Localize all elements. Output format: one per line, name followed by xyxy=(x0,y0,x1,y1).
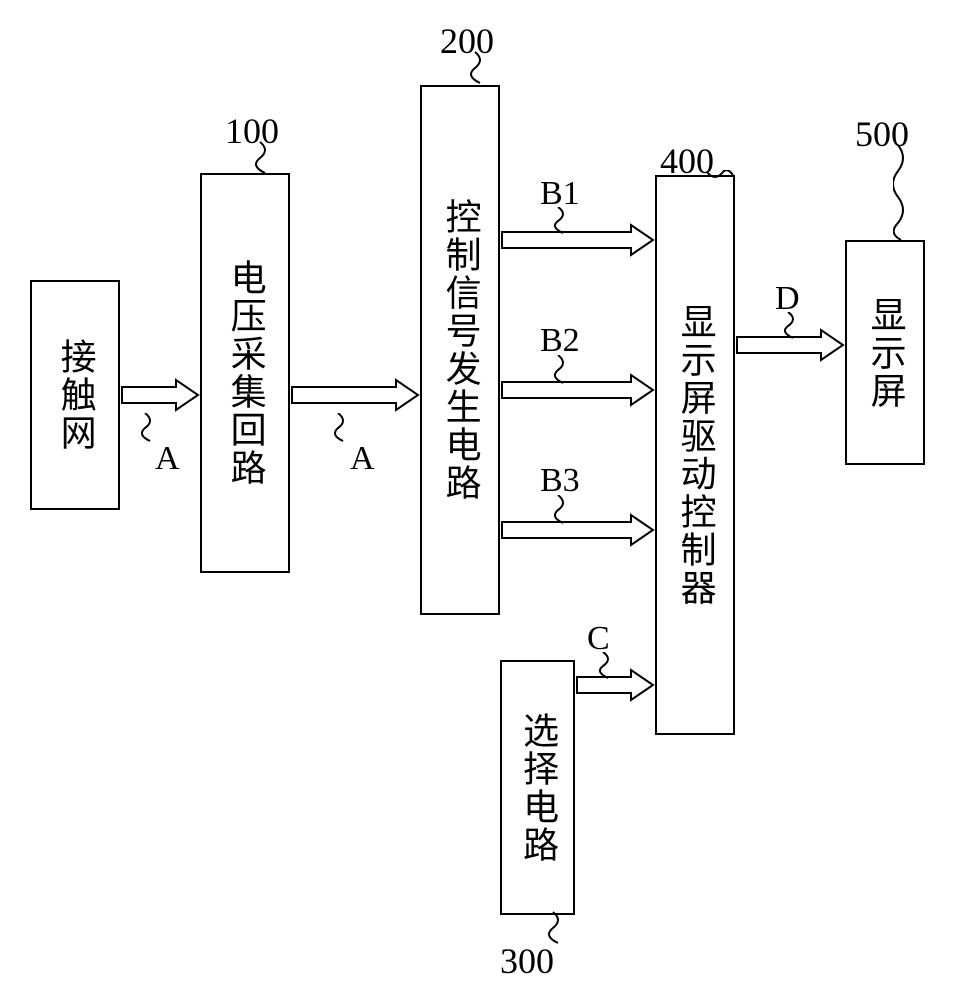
squiggle-d xyxy=(783,312,808,340)
squiggle-b3 xyxy=(553,495,578,525)
squiggle-a2 xyxy=(333,413,358,443)
squiggle-b1 xyxy=(553,207,578,235)
arrow-a1 xyxy=(122,380,198,410)
squiggle-b2 xyxy=(553,355,578,385)
label-a1: A xyxy=(155,440,180,478)
squiggle-c xyxy=(598,652,623,680)
label-a2: A xyxy=(350,440,375,478)
arrow-a2 xyxy=(292,380,418,410)
arrows-layer xyxy=(0,0,957,971)
squiggle-a1 xyxy=(140,413,165,443)
